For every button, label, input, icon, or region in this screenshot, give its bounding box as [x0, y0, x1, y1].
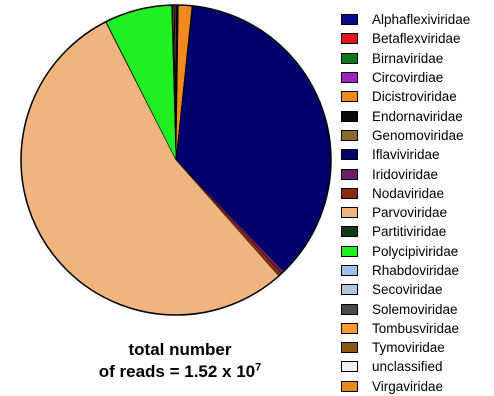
- legend-item-secoviridae: Secoviridae: [341, 280, 470, 299]
- legend-label: Parvoviridae: [372, 205, 447, 220]
- legend-label: Alphaflexiviridae: [372, 12, 470, 27]
- legend-swatch: [341, 284, 358, 295]
- legend-item-betaflexviridae: Betaflexviridae: [341, 29, 470, 48]
- legend-swatch: [341, 33, 358, 44]
- legend-swatch: [341, 188, 358, 199]
- legend-swatch: [341, 130, 358, 141]
- legend-swatch: [341, 111, 358, 122]
- legend-label: unclassified: [372, 359, 443, 374]
- legend-item-tombusviridae: Tombusviridae: [341, 319, 470, 338]
- legend-swatch: [341, 91, 358, 102]
- legend-item-unclassified: unclassified: [341, 357, 470, 376]
- legend-swatch: [341, 226, 358, 237]
- chart-legend: Alphaflexiviridae Betaflexviridae Birnavir…: [341, 10, 470, 396]
- legend-label: Endornaviridae: [372, 109, 463, 124]
- legend-item-tymoviridae: Tymoviridae: [341, 338, 470, 357]
- legend-label: Tymoviridae: [372, 340, 445, 355]
- legend-item-parvoviridae: Parvoviridae: [341, 203, 470, 222]
- legend-item-genomoviridae: Genomoviridae: [341, 126, 470, 145]
- legend-label: Solemoviridae: [372, 302, 458, 317]
- legend-item-iflaviviridae: Iflaviviridae: [341, 145, 470, 164]
- legend-item-alphaflexiviridae: Alphaflexiviridae: [341, 10, 470, 29]
- legend-label: Partitiviridae: [372, 224, 446, 239]
- legend-item-circovirdiae: Circovirdiae: [341, 68, 470, 87]
- legend-swatch: [341, 381, 358, 392]
- legend-swatch: [341, 342, 358, 353]
- legend-label: Circovirdiae: [372, 70, 443, 85]
- legend-item-birnaviridae: Birnaviridae: [341, 49, 470, 68]
- legend-swatch: [341, 14, 358, 25]
- legend-swatch: [341, 246, 358, 257]
- legend-label: Polycipiviridae: [372, 244, 458, 259]
- legend-label: Betaflexviridae: [372, 31, 461, 46]
- legend-item-rhabdoviridae: Rhabdoviridae: [341, 261, 470, 280]
- legend-item-solemoviridae: Solemoviridae: [341, 299, 470, 318]
- legend-swatch: [341, 207, 358, 218]
- legend-label: Iflaviviridae: [372, 147, 440, 162]
- legend-label: Genomoviridae: [372, 128, 464, 143]
- legend-swatch: [341, 361, 358, 372]
- legend-label: Iridoviridae: [372, 167, 438, 182]
- legend-label: Secoviridae: [372, 282, 443, 297]
- legend-item-iridoviridae: Iridoviridae: [341, 164, 470, 183]
- legend-item-dicistroviridae: Dicistroviridae: [341, 87, 470, 106]
- legend-label: Birnaviridae: [372, 51, 443, 66]
- legend-label: Rhabdoviridae: [372, 263, 459, 278]
- legend-label: Dicistroviridae: [372, 89, 457, 104]
- legend-item-polycipiviridae: Polycipiviridae: [341, 242, 470, 261]
- legend-item-endornaviridae: Endornaviridae: [341, 106, 470, 125]
- legend-swatch: [341, 53, 358, 64]
- legend-label: Tombusviridae: [372, 321, 459, 336]
- legend-label: Virgaviridae: [372, 379, 443, 394]
- chart-caption-line1: total number: [55, 339, 305, 360]
- caption-exponent: 7: [255, 361, 261, 373]
- legend-swatch: [341, 149, 358, 160]
- pie-chart: [0, 0, 340, 330]
- chart-caption-line2: of reads = 1.52 x 107: [55, 361, 305, 382]
- legend-swatch: [341, 265, 358, 276]
- legend-item-partitiviridae: Partitiviridae: [341, 222, 470, 241]
- legend-label: Nodaviridae: [372, 186, 444, 201]
- legend-item-virgaviridae: Virgaviridae: [341, 377, 470, 396]
- legend-swatch: [341, 304, 358, 315]
- legend-swatch: [341, 323, 358, 334]
- caption-text: of reads = 1.52 x 10: [99, 362, 255, 381]
- legend-item-nodaviridae: Nodaviridae: [341, 184, 470, 203]
- legend-swatch: [341, 72, 358, 83]
- legend-swatch: [341, 169, 358, 180]
